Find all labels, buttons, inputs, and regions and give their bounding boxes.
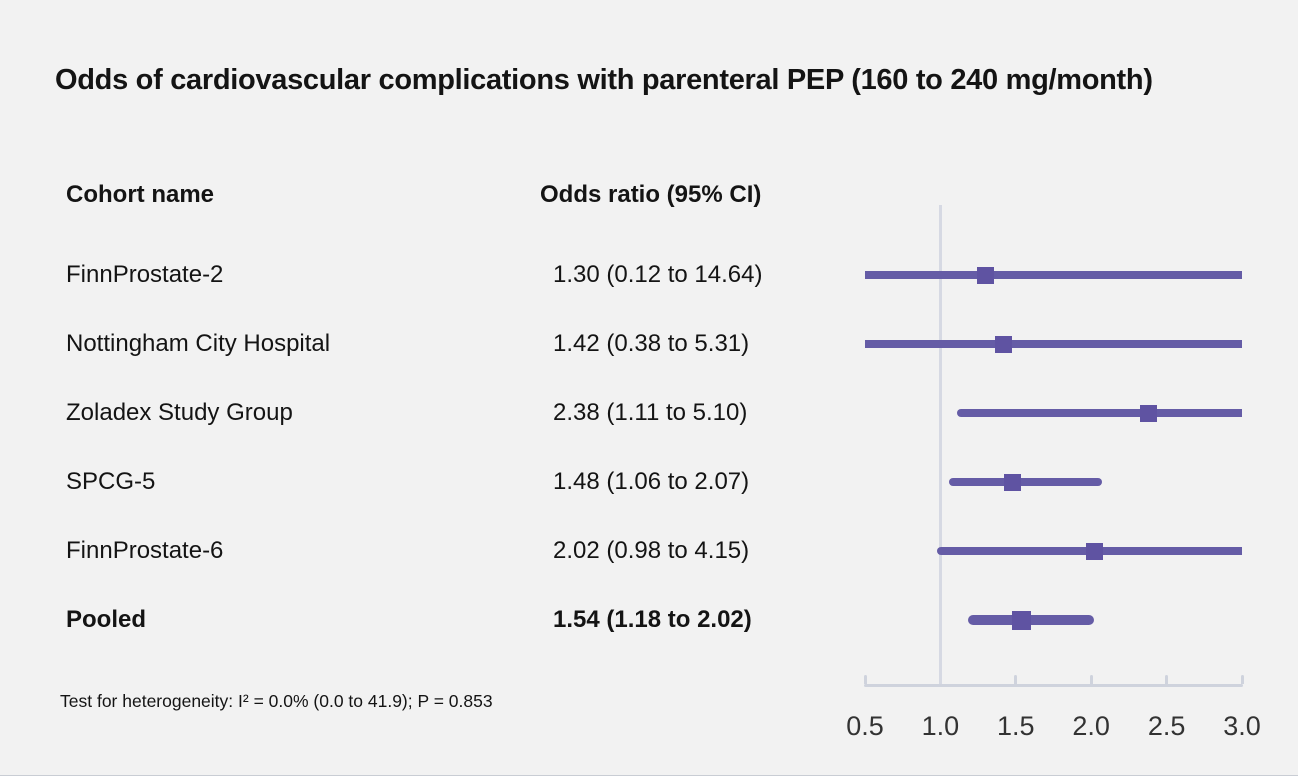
point-estimate-marker	[977, 266, 995, 284]
study-name: FinnProstate-2	[66, 261, 224, 288]
point-estimate-marker	[1085, 542, 1103, 560]
column-header-odds-ratio: Odds ratio (95% CI)	[540, 181, 762, 208]
pooled-name: Pooled	[66, 606, 147, 633]
x-axis-tick	[1240, 675, 1244, 684]
ci-line	[949, 478, 1102, 486]
point-estimate-marker	[1140, 404, 1157, 422]
study-odds-ratio: 1.48 (1.06 to 2.07)	[553, 468, 750, 495]
study-odds-ratio: 2.02 (0.98 to 4.15)	[553, 537, 750, 564]
x-axis-tick	[1014, 675, 1018, 684]
study-name: FinnProstate-6	[66, 537, 224, 564]
study-odds-ratio: 1.42 (0.38 to 5.31)	[553, 330, 750, 357]
pooled-estimate-marker	[1012, 610, 1032, 630]
pooled-odds-ratio: 1.54 (1.18 to 2.02)	[553, 606, 752, 633]
x-axis-tick-label: 2.5	[1147, 711, 1186, 741]
ci-line	[865, 271, 1242, 279]
point-estimate-marker	[995, 335, 1013, 353]
figure-title: Odds of cardiovascular complications wit…	[55, 64, 1153, 96]
point-estimate-marker	[1004, 473, 1022, 491]
column-header-cohort-name: Cohort name	[66, 181, 215, 208]
study-name: Nottingham City Hospital	[66, 330, 331, 357]
x-axis-tick	[1089, 675, 1093, 684]
study-odds-ratio: 2.38 (1.11 to 5.10)	[553, 399, 748, 426]
x-axis-tick	[1165, 675, 1169, 684]
reference-line	[938, 205, 942, 687]
x-axis-tick-label: 1.5	[997, 711, 1035, 741]
x-axis-line	[864, 684, 1243, 687]
x-axis-tick-label: 2.0	[1072, 711, 1110, 741]
x-axis-tick-label: 1.0	[921, 711, 960, 741]
x-axis-tick	[863, 675, 867, 684]
study-odds-ratio: 1.30 (0.12 to 14.64)	[553, 261, 763, 288]
forest-plot-area	[863, 205, 1244, 687]
ci-line	[956, 409, 1242, 417]
x-axis-tick-label: 3.0	[1223, 711, 1261, 741]
x-axis-tick-label: 0.5	[846, 711, 884, 741]
study-name: Zoladex Study Group	[66, 399, 293, 426]
study-name: SPCG-5	[66, 468, 156, 495]
heterogeneity-footnote: Test for heterogeneity: I² = 0.0% (0.0 t…	[60, 691, 493, 711]
ci-line	[865, 340, 1242, 348]
